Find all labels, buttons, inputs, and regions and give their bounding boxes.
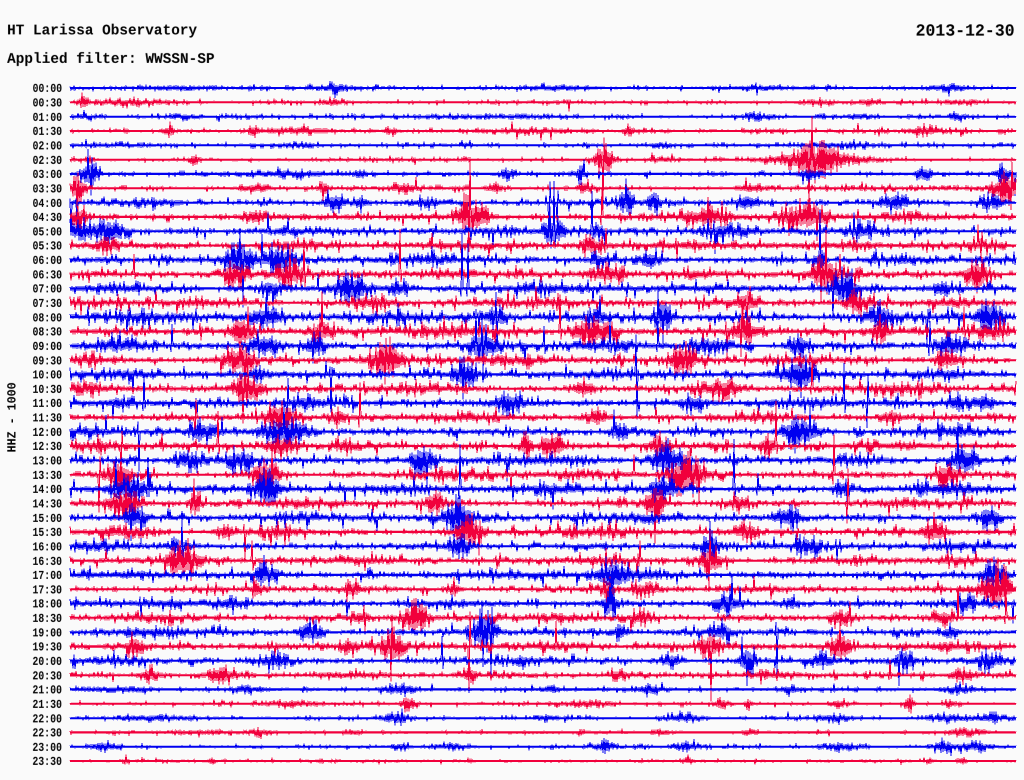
svg-text:20:30: 20:30	[32, 669, 62, 683]
svg-text:2013-12-30: 2013-12-30	[916, 23, 1015, 42]
svg-text:19:30: 19:30	[32, 641, 62, 655]
svg-text:14:30: 14:30	[32, 497, 62, 511]
svg-text:22:30: 22:30	[32, 726, 62, 740]
svg-text:00:00: 00:00	[33, 82, 63, 96]
svg-text:03:30: 03:30	[33, 182, 63, 196]
svg-text:09:30: 09:30	[33, 354, 63, 368]
svg-text:11:00: 11:00	[32, 397, 62, 411]
svg-text:Applied filter: WWSSN-SP: Applied filter: WWSSN-SP	[7, 52, 215, 68]
svg-text:20:00: 20:00	[32, 655, 62, 669]
svg-text:06:30: 06:30	[33, 268, 63, 282]
svg-text:10:30: 10:30	[32, 383, 62, 397]
svg-text:14:00: 14:00	[32, 483, 62, 497]
svg-text:23:00: 23:00	[32, 741, 62, 755]
svg-text:02:00: 02:00	[33, 139, 63, 153]
svg-text:13:00: 13:00	[32, 454, 62, 468]
svg-text:22:00: 22:00	[32, 712, 62, 726]
svg-text:HHZ - 1000: HHZ - 1000	[5, 382, 19, 452]
svg-text:09:00: 09:00	[33, 340, 63, 354]
svg-text:05:00: 05:00	[33, 225, 63, 239]
svg-text:10:00: 10:00	[33, 368, 63, 382]
svg-text:13:30: 13:30	[32, 469, 62, 483]
svg-text:HT Larissa Observatory: HT Larissa Observatory	[7, 23, 197, 39]
svg-text:08:00: 08:00	[33, 311, 63, 325]
svg-text:05:30: 05:30	[33, 240, 63, 254]
svg-text:04:30: 04:30	[33, 211, 63, 225]
svg-text:19:00: 19:00	[32, 626, 62, 640]
svg-text:16:30: 16:30	[32, 555, 62, 569]
svg-text:15:30: 15:30	[32, 526, 62, 540]
svg-text:06:00: 06:00	[33, 254, 63, 268]
svg-text:21:30: 21:30	[32, 698, 62, 712]
svg-text:00:30: 00:30	[33, 96, 63, 110]
svg-text:23:30: 23:30	[32, 755, 62, 769]
svg-text:01:30: 01:30	[33, 125, 63, 139]
svg-text:04:00: 04:00	[33, 197, 63, 211]
svg-text:21:00: 21:00	[32, 683, 62, 697]
svg-text:07:00: 07:00	[33, 283, 63, 297]
svg-text:17:30: 17:30	[32, 583, 62, 597]
svg-text:12:30: 12:30	[32, 440, 62, 454]
svg-text:18:00: 18:00	[32, 598, 62, 612]
svg-text:17:00: 17:00	[32, 569, 62, 583]
svg-text:16:00: 16:00	[32, 540, 62, 554]
svg-text:01:00: 01:00	[33, 111, 63, 125]
svg-text:07:30: 07:30	[33, 297, 63, 311]
svg-text:11:30: 11:30	[32, 411, 62, 425]
svg-text:15:00: 15:00	[32, 512, 62, 526]
svg-text:08:30: 08:30	[33, 325, 63, 339]
svg-text:02:30: 02:30	[33, 154, 63, 168]
svg-text:12:00: 12:00	[32, 426, 62, 440]
svg-text:03:00: 03:00	[33, 168, 63, 182]
svg-text:18:30: 18:30	[32, 612, 62, 626]
